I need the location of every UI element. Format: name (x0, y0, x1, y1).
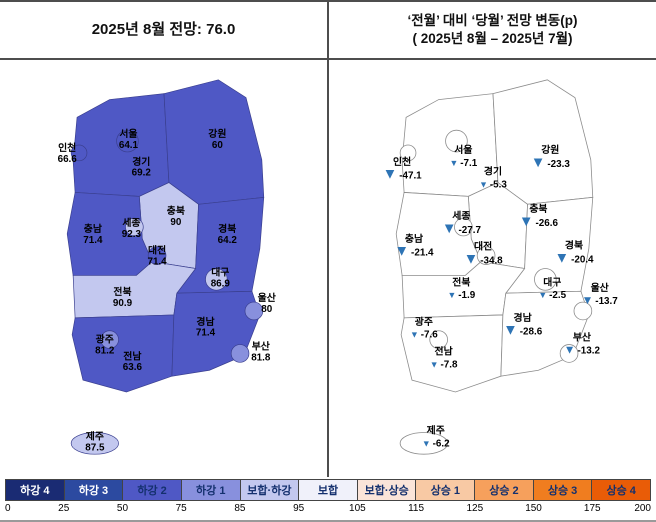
down-triangle-icon: ▼ (394, 244, 409, 260)
down-triangle-icon: ▼ (503, 323, 518, 339)
down-triangle-icon: ▼ (554, 251, 569, 267)
change-label-chungbuk: 충북 ▼ -26.6 (518, 202, 558, 230)
legend: 하강 4 하강 3 하강 2 하강 1 보합·하강 보합 보합·상승 상승 1 … (0, 477, 656, 520)
change-label-jeonnam: 전남 ▼ -7.8 (429, 344, 457, 370)
scale-number: 105 (349, 503, 366, 514)
change-label-gyeongnam: 경남 ▼ -28.6 (503, 311, 543, 339)
down-triangle-icon: ▼ (382, 167, 397, 183)
right-map-title: ‘전월’ 대비 ‘당월’ 전망 변동(p) ( 2025년 8월 – 2025년… (327, 2, 656, 58)
legend-cell-up1: 상승 1 (415, 480, 475, 500)
change-label-incheon: 인천 ▼ -47.1 (382, 155, 422, 183)
scale-number: 95 (293, 503, 305, 514)
down-triangle-icon: ▼ (530, 155, 545, 171)
scale-number: 125 (466, 503, 484, 514)
label-incheon: 인천 66.6 (57, 141, 77, 165)
left-map-panel: 인천 66.6 서울 64.1 경기 69.2 강원 60 충북 90 충남 71.4 세종… (0, 60, 327, 477)
legend-cell-flat-up: 보합·상승 (356, 480, 416, 500)
label-gwangju: 광주 81.2 (95, 334, 115, 357)
label-seoul: 서울 64.1 (118, 127, 138, 151)
label-gyeongnam: 경남 71.4 (195, 315, 215, 339)
label-ulsan: 울산 80 (257, 291, 275, 315)
down-triangle-icon: ▼ (581, 293, 593, 307)
legend-cell-up3: 상승 3 (532, 480, 592, 500)
map-panels: 인천 66.6 서울 64.1 경기 69.2 강원 60 충북 90 충남 71.4 세종… (0, 60, 656, 477)
scale-number: 150 (525, 503, 542, 514)
down-triangle-icon: ▼ (449, 158, 458, 168)
label-sejong: 세종 92.3 (121, 216, 141, 240)
change-label-gangwon: 강원 ▼ -23.3 (530, 143, 570, 171)
scale-number: 115 (408, 503, 425, 514)
label-jeonnam: 전남 63.6 (122, 349, 142, 373)
legend-scale: 0 25 50 75 85 95 105 115 125 150 175 200 (5, 503, 651, 517)
legend-cell-up4: 상승 4 (591, 480, 651, 500)
change-label-chungnam: 충남 ▼ -21.4 (394, 232, 434, 260)
down-triangle-icon: ▼ (421, 438, 430, 448)
scale-number: 50 (116, 503, 129, 514)
left-map-title-text: 2025년 8월 전망: 76.0 (91, 21, 236, 39)
region-gyeongnam (170, 290, 260, 377)
legend-color-bar: 하강 4 하강 3 하강 2 하강 1 보합·하강 보합 보합·상승 상승 1 … (5, 479, 651, 501)
change-label-busan: 부산 ▼ -13.2 (563, 331, 600, 357)
label-daegu: 대구 86.9 (210, 265, 230, 289)
legend-cell-up2: 상승 2 (474, 480, 533, 500)
down-triangle-icon: ▼ (538, 290, 547, 300)
change-label-daegu: 대구 ▼ -2.5 (538, 275, 566, 301)
label-jeju: 제주 87.5 (85, 429, 105, 453)
change-label-gyeonggi: 경기 ▼ -5.3 (479, 165, 507, 191)
change-label-jeju: 제주 ▼ -6.2 (421, 423, 449, 449)
region-gangwon (492, 79, 593, 205)
down-triangle-icon: ▼ (447, 290, 456, 300)
right-map-regions (395, 79, 593, 455)
down-triangle-icon: ▼ (479, 180, 488, 190)
change-label-ulsan: 울산 ▼ -13.7 (581, 281, 618, 307)
label-chungnam: 충남 71.4 (83, 222, 103, 246)
scale-number: 85 (234, 503, 246, 514)
forecast-choropleth-map: 인천 66.6 서울 64.1 경기 69.2 강원 60 충북 90 충남 71.4 세종… (57, 79, 275, 455)
change-label-jeonbuk: 전북 ▼ -1.9 (447, 275, 475, 301)
legend-cell-down2: 하강 2 (122, 480, 181, 500)
right-map-labels: 인천 ▼ -47.1 서울 ▼ -7.1 경기 ▼ -5.3 강원 ▼ -23.3 충북 ▼ -26… (382, 143, 618, 449)
scale-number: 25 (58, 503, 70, 514)
left-map-title: 2025년 8월 전망: 76.0 (0, 2, 327, 58)
left-map-labels: 인천 66.6 서울 64.1 경기 69.2 강원 60 충북 90 충남 71.4 세종… (57, 127, 275, 453)
region-busan (230, 344, 249, 363)
down-triangle-icon: ▼ (409, 330, 418, 340)
change-label-daejeon: 대전 ▼ -34.8 (463, 240, 503, 268)
label-daejeon: 대전 71.4 (147, 244, 167, 268)
change-label-sejong: 세종 ▼ -27.7 (441, 209, 481, 237)
down-triangle-icon: ▼ (518, 214, 533, 230)
down-triangle-icon: ▼ (441, 221, 456, 237)
label-busan: 부산 81.8 (251, 340, 271, 364)
scale-number: 175 (583, 503, 601, 514)
label-gangwon: 강원 60 (208, 127, 226, 151)
change-map: 인천 ▼ -47.1 서울 ▼ -7.1 경기 ▼ -5.3 강원 ▼ -23.3 충북 ▼ -26… (382, 79, 618, 455)
label-gyeonggi: 경기 69.2 (131, 155, 151, 179)
legend-cell-flat: 보합 (298, 480, 357, 500)
right-map-panel: 인천 ▼ -47.1 서울 ▼ -7.1 경기 ▼ -5.3 강원 ▼ -23.3 충북 ▼ -26… (327, 60, 656, 477)
change-label-gwangju: 광주 ▼ -7.6 (409, 316, 437, 341)
down-triangle-icon: ▼ (563, 342, 575, 356)
label-chungbuk: 충북 90 (166, 204, 184, 228)
legend-cell-down3: 하강 3 (63, 480, 123, 500)
scale-number: 200 (634, 503, 651, 514)
figure-header: 2025년 8월 전망: 76.0 ‘전월’ 대비 ‘당월’ 전망 변동(p) … (0, 2, 656, 60)
right-map-title-line2: ( 2025년 8월 – 2025년 7월) (412, 31, 573, 46)
down-triangle-icon: ▼ (463, 252, 478, 268)
right-map-title-line1: ‘전월’ 대비 ‘당월’ 전망 변동(p) (407, 13, 578, 29)
change-label-seoul: 서울 ▼ -7.1 (449, 143, 477, 169)
region-ulsan (244, 301, 263, 321)
label-gyeongbuk: 경북 64.2 (217, 222, 237, 246)
change-label-gyeongbuk: 경북 ▼ -20.4 (554, 239, 594, 267)
legend-cell-flat-down: 보합·하강 (239, 480, 299, 500)
scale-number: 75 (175, 503, 187, 514)
legend-cell-down4: 하강 4 (6, 480, 64, 500)
scale-number: 0 (5, 503, 11, 514)
down-triangle-icon: ▼ (429, 359, 438, 369)
legend-cell-down1: 하강 1 (180, 480, 240, 500)
label-jeonbuk: 전북 90.9 (112, 285, 132, 309)
